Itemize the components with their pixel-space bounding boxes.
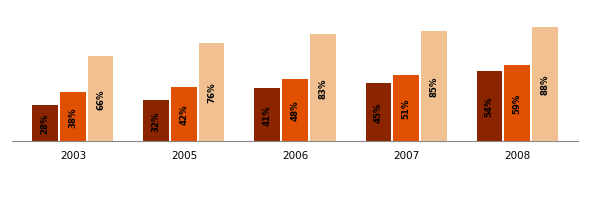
- Text: 48%: 48%: [290, 100, 300, 121]
- Bar: [366, 83, 391, 141]
- Text: 38%: 38%: [68, 107, 77, 127]
- Bar: [394, 76, 419, 141]
- Text: 51%: 51%: [402, 98, 411, 119]
- Text: 85%: 85%: [430, 77, 438, 97]
- Text: 54%: 54%: [485, 96, 494, 117]
- Text: 42%: 42%: [179, 104, 188, 125]
- Text: 88%: 88%: [540, 75, 549, 95]
- Bar: [532, 28, 558, 141]
- Text: 66%: 66%: [96, 89, 105, 109]
- Bar: [171, 87, 196, 141]
- Legend: internet, osobní počítač, mobilní telefon: internet, osobní počítač, mobilní telefo…: [121, 199, 412, 202]
- Text: 45%: 45%: [374, 102, 383, 123]
- Text: 59%: 59%: [513, 93, 522, 114]
- Text: 83%: 83%: [318, 78, 327, 98]
- Bar: [143, 100, 169, 141]
- Text: 32%: 32%: [152, 110, 160, 131]
- Bar: [199, 43, 224, 141]
- Bar: [310, 34, 336, 141]
- Bar: [504, 65, 530, 141]
- Bar: [477, 72, 502, 141]
- Bar: [254, 88, 280, 141]
- Bar: [282, 80, 308, 141]
- Bar: [60, 93, 86, 141]
- Text: 28%: 28%: [41, 113, 50, 134]
- Bar: [32, 105, 58, 141]
- Bar: [88, 56, 113, 141]
- Text: 41%: 41%: [263, 105, 272, 125]
- Bar: [421, 32, 447, 141]
- Text: 76%: 76%: [207, 82, 216, 103]
